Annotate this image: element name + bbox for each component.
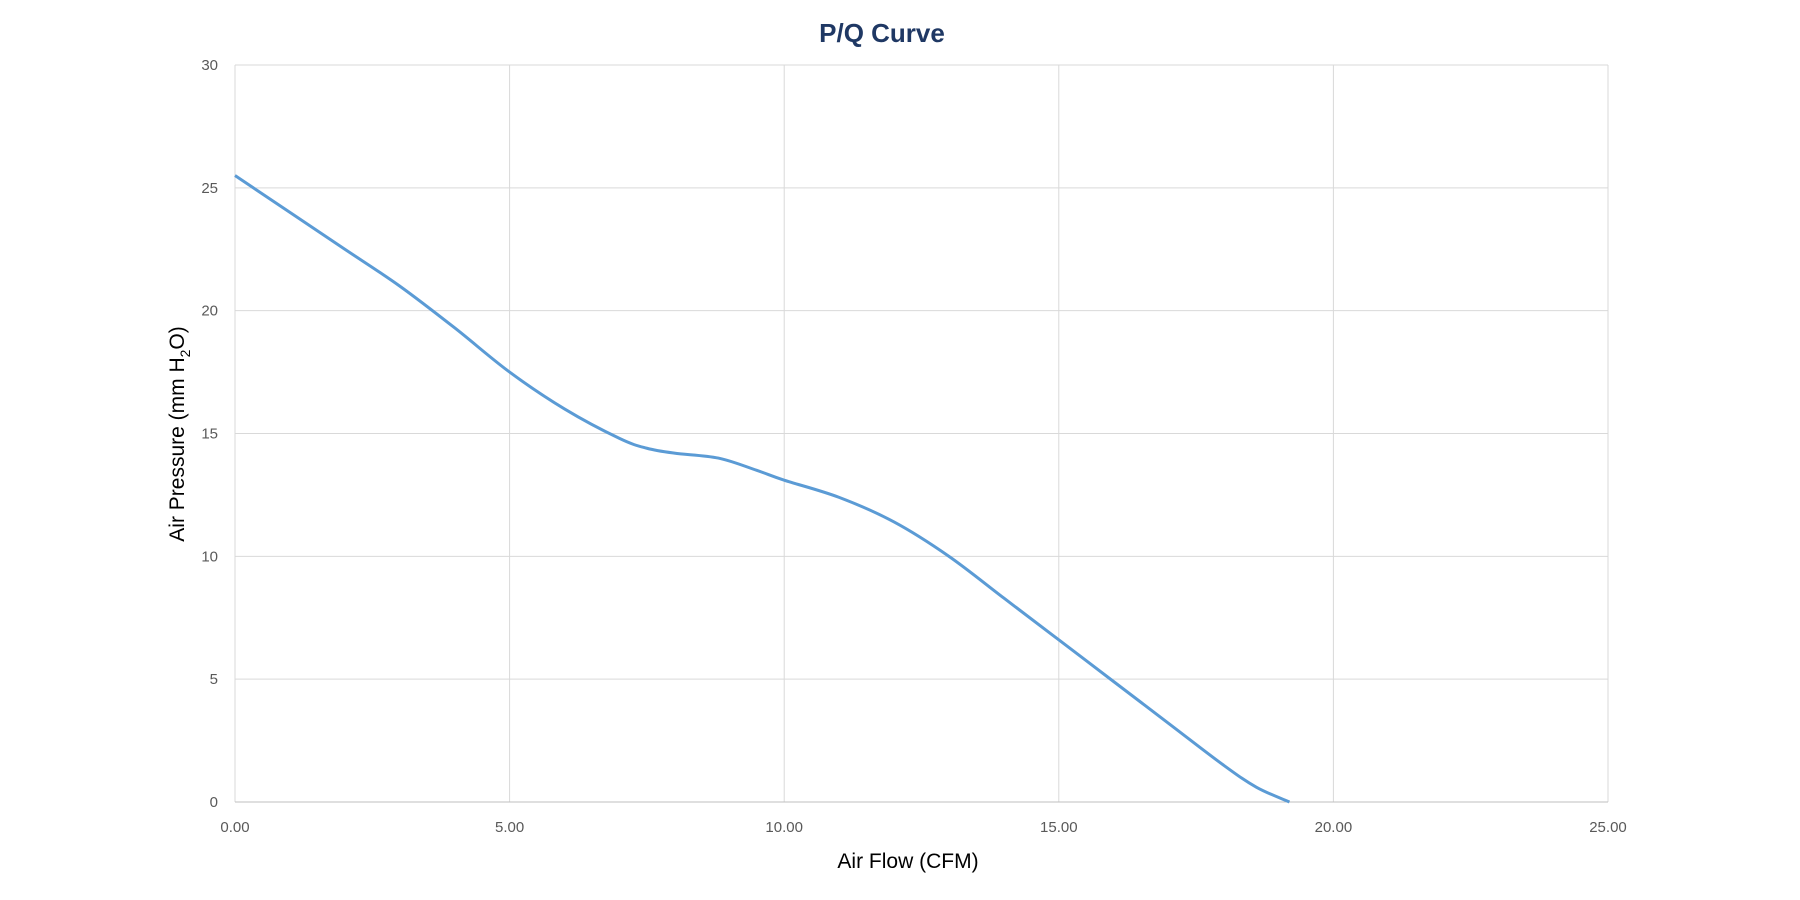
- series-line-pq: [234, 174, 1291, 804]
- y-tick-label: 10: [201, 548, 218, 565]
- x-axis-label: Air Flow (CFM): [837, 850, 978, 873]
- y-tick-label: 20: [201, 303, 218, 320]
- y-axis-label: Air Pressure (mm H2O): [166, 326, 193, 541]
- x-tick-label: 5.00: [495, 819, 524, 836]
- y-tick-label: 30: [201, 57, 218, 74]
- x-tick-labels: 0.00 5.00 10.00 15.00 20.00 25.00: [220, 819, 1626, 836]
- x-tick-label: 20.00: [1315, 819, 1353, 836]
- y-tick-label: 15: [201, 426, 218, 443]
- y-tick-labels: 0 5 10 15 20 25 30: [201, 57, 218, 811]
- y-tick-label: 0: [210, 794, 218, 811]
- chart-title: P/Q Curve: [819, 18, 945, 48]
- y-tick-label: 25: [201, 180, 218, 197]
- x-tick-label: 15.00: [1040, 819, 1078, 836]
- gridlines: [234, 64, 1609, 803]
- y-tick-label: 5: [210, 671, 218, 688]
- x-tick-label: 10.00: [765, 819, 803, 836]
- x-tick-label: 25.00: [1589, 819, 1627, 836]
- x-tick-label: 0.00: [220, 819, 249, 836]
